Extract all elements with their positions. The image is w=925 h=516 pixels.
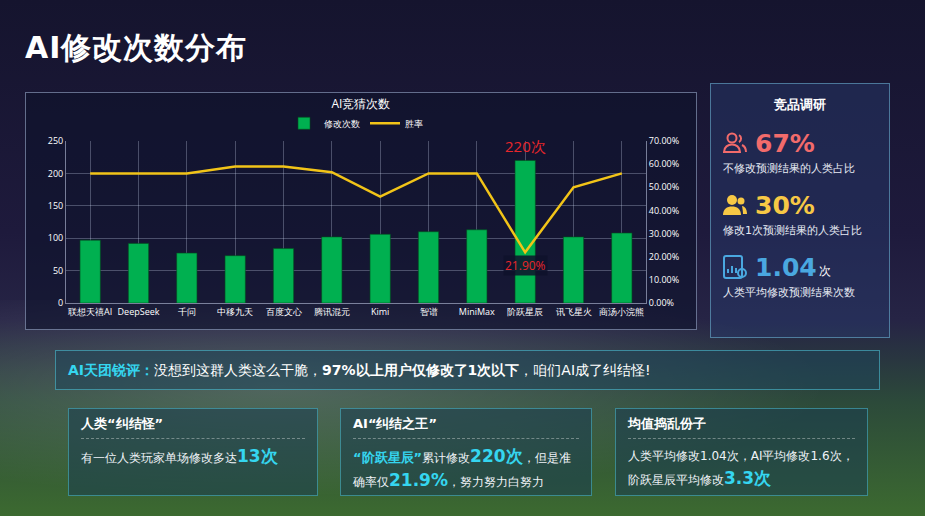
html-text:人类“纠结怪”: 人类“纠结怪” [81,416,164,431]
svg-text:100: 100 [48,231,63,244]
svg-text:千问: 千问 [178,305,196,318]
svg-text:讯飞星火: 讯飞星火 [556,305,592,318]
html-text:30%: 30% [755,190,815,220]
svg-text:20.00%: 20.00% [649,250,679,263]
html-text:AI“纠结之王”: AI“纠结之王” [353,416,437,431]
svg-text:150: 150 [48,199,63,212]
svg-text:百度文心: 百度文心 [266,305,302,318]
html-text:不修改预测结果的人类占比: 不修改预测结果的人类占比 [723,162,855,175]
svg-text:0: 0 [58,296,63,309]
svg-text:DeepSeek: DeepSeek [118,305,160,318]
svg-text:50.00%: 50.00% [649,180,679,193]
svg-text:联想天禧AI: 联想天禧AI [68,305,112,318]
svg-text:250: 250 [48,134,63,147]
svg-text:30.00%: 30.00% [649,227,679,240]
html-text:AI天团锐评：没想到这群人类这么干脆，97%以上用户仅修改了: AI天团锐评：没想到这群人类这么干脆，97%以上用户仅修改了1次以下，咱们AI成… [68,362,651,378]
html-text:均值捣乱份子: 均值捣乱份子 [628,416,706,431]
svg-text:修改次数: 修改次数 [324,117,360,130]
html-text:有一位人类玩家单场修改多达13次: 有一位人类玩家单场修改多达13次 [81,446,278,466]
svg-text:220次: 220次 [505,136,546,156]
html-text:修改1次预测结果的人类占比: 修改1次预测结果的人类占比 [723,224,862,237]
svg-text:阶跃星辰: 阶跃星辰 [507,305,543,318]
html-text:“阶跃星辰”累计修改220次，但是准确率仅21.9%，努力努: “阶跃星辰”累计修改220次，但是准确率仅21.9%，努力努力白努力 [353,446,571,490]
svg-text:MiniMax: MiniMax [459,305,495,318]
svg-text:中移九天: 中移九天 [217,305,253,318]
svg-text:Kimi: Kimi [371,305,389,318]
html-text:人类平均修改1.04次，AI平均修改1.6次，阶跃星辰平均修: 人类平均修改1.04次，AI平均修改1.6次，阶跃星辰平均修改3.3次 [628,449,854,488]
svg-text:AI竞猜次数: AI竞猜次数 [332,95,391,112]
svg-text:50: 50 [53,264,63,277]
svg-text:70.00%: 70.00% [649,134,679,147]
html-text:1.04次: 1.04次 [755,252,831,282]
svg-text:40.00%: 40.00% [649,204,679,217]
svg-text:21.90%: 21.90% [505,257,546,274]
svg-text:10.00%: 10.00% [649,273,679,286]
svg-text:0.00%: 0.00% [649,296,674,309]
html-text:67%: 67% [755,128,815,158]
svg-text:智谱: 智谱 [420,305,438,318]
html-text:竞品调研: 竞品调研 [774,97,826,112]
html-text:人类平均修改预测结果次数: 人类平均修改预测结果次数 [723,286,855,299]
svg-text:胜率: 胜率 [405,117,423,130]
svg-text:商汤小浣熊: 商汤小浣熊 [599,305,644,318]
html-text:AI修改次数分布: AI修改次数分布 [25,30,248,65]
svg-text:腾讯混元: 腾讯混元 [314,305,350,318]
svg-text:60.00%: 60.00% [649,157,679,170]
svg-text:200: 200 [48,167,63,180]
